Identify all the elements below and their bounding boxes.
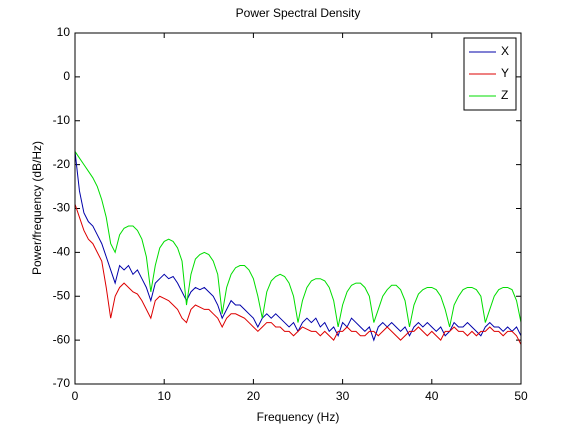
legend-label: Y	[501, 66, 509, 80]
y-tick-label: -20	[53, 157, 71, 171]
series-line	[74, 203, 522, 345]
y-tick-label: 10	[57, 25, 71, 39]
x-tick-label: 40	[425, 389, 439, 403]
series-line	[74, 151, 522, 328]
x-tick-label: 50	[514, 389, 528, 403]
y-axis-label: Power/frequency (dB/Hz)	[30, 141, 44, 275]
y-tick-label: -40	[53, 245, 71, 259]
x-tick-label: 10	[158, 389, 172, 403]
y-tick-label: -60	[53, 332, 71, 346]
plot-frame	[74, 32, 522, 385]
y-tick-label: -50	[53, 288, 71, 302]
y-tick-label: 0	[63, 69, 70, 83]
legend-label: Z	[501, 88, 508, 102]
x-tick-label: 0	[72, 389, 79, 403]
legend-label: X	[501, 44, 509, 58]
x-tick-label: 20	[247, 389, 261, 403]
y-tick-label: -10	[53, 113, 71, 127]
x-tick-label: 30	[336, 389, 350, 403]
chart-title: Power Spectral Density	[236, 6, 361, 20]
y-tick-label: -70	[53, 376, 71, 390]
x-axis-label: Frequency (Hz)	[257, 410, 340, 424]
y-tick-label: -30	[53, 201, 71, 215]
